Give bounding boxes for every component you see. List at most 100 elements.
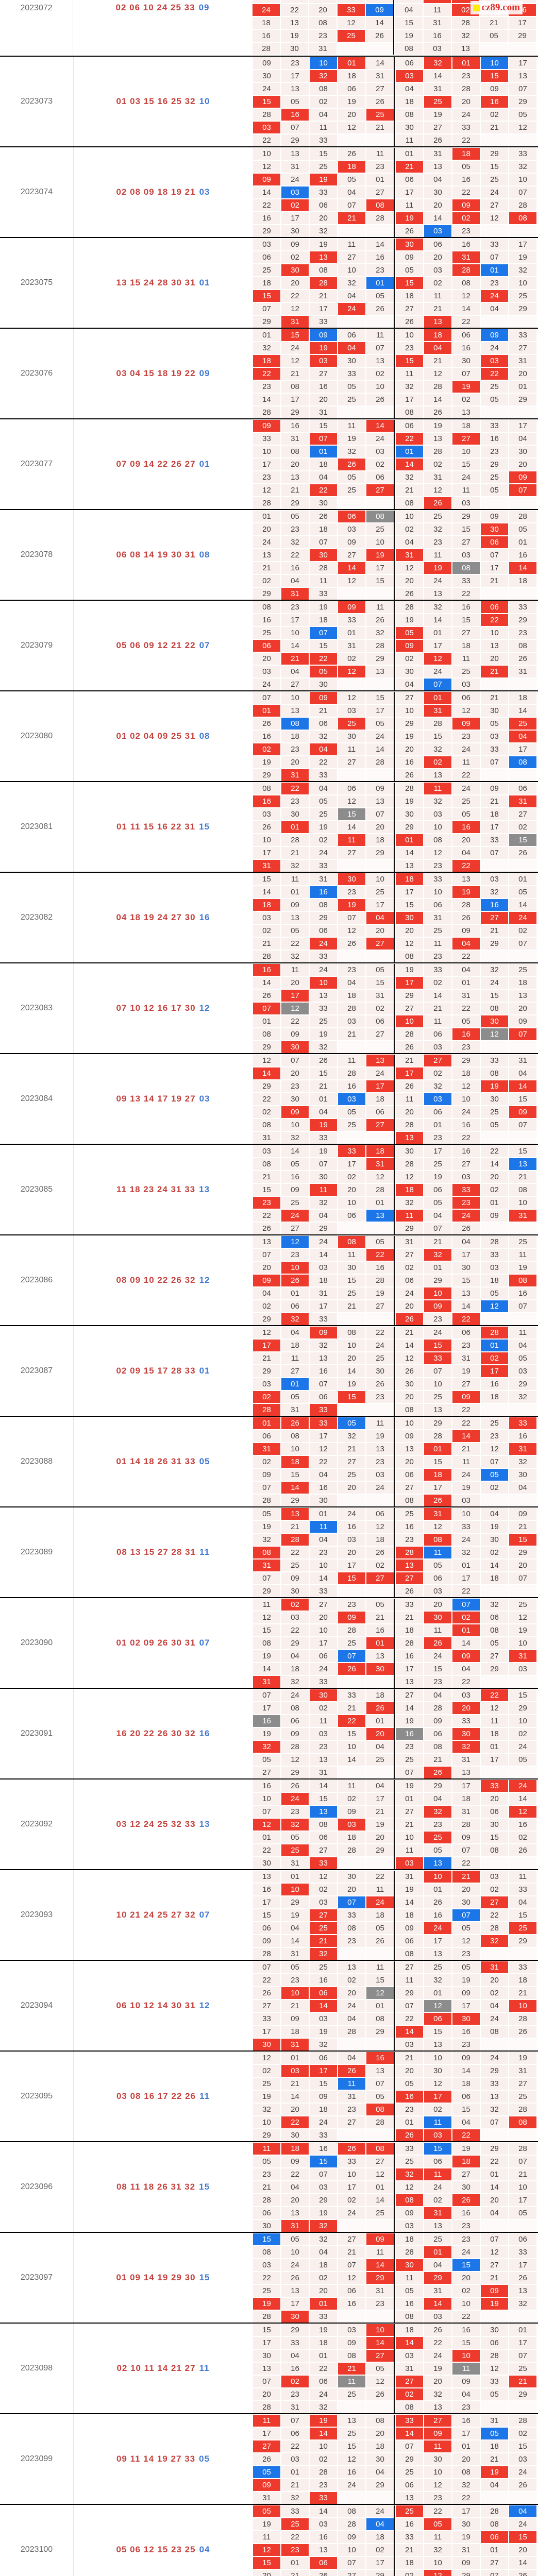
- number-cell: 03: [452, 1171, 480, 1183]
- number-cell: 32: [509, 2297, 536, 2310]
- number-cell: 16: [366, 1624, 394, 1636]
- number-cell: 13: [366, 354, 394, 367]
- number-cell: 10: [338, 1740, 365, 1753]
- number-cell: 02: [452, 393, 480, 405]
- number-cell: 12: [310, 1443, 337, 1455]
- number-cell: 08: [253, 1028, 280, 1040]
- number-cell: 08: [396, 2194, 423, 2206]
- number-cell: 33: [310, 2129, 337, 2141]
- number-cell: 04: [481, 1507, 508, 1520]
- number-cell: 24: [452, 1468, 480, 1481]
- number-cell: 27: [481, 2556, 508, 2569]
- number-cell: 21: [281, 1520, 309, 1533]
- number-cell: 04: [452, 1235, 480, 1248]
- number-cell: 12: [424, 652, 451, 665]
- number-cell: 17: [396, 886, 423, 898]
- number-cell: 28: [396, 601, 423, 613]
- number-cell: 32: [366, 626, 394, 639]
- number-cell: 04: [310, 1533, 337, 1546]
- number-cell: 18: [396, 290, 423, 302]
- number-cell: 32: [338, 277, 365, 289]
- number-cell: 13: [310, 989, 337, 1002]
- number-cell: 21: [509, 1520, 536, 1533]
- number-cell: 02: [481, 1183, 508, 1196]
- number-cell: 27: [366, 937, 394, 950]
- number-cell: 08: [481, 1002, 508, 1014]
- number-cell: 22: [281, 290, 309, 302]
- number-cell: 14: [366, 743, 394, 755]
- number-cell: 33: [481, 2077, 508, 2090]
- number-cell: 16: [366, 251, 394, 263]
- red-balls-text: 02 06 10 24 25 33: [115, 3, 195, 12]
- number-grid-right: 33 15 19 29 28 25 06 18 22 07 32 11 27 01 21 12 24 30 14 10…: [394, 2142, 536, 2232]
- red-balls-text: 07 09 14 22 26 27: [116, 459, 196, 469]
- number-cell: 22: [424, 2336, 451, 2349]
- number-cell: 26: [424, 1766, 451, 1778]
- number-cell: 16: [481, 95, 508, 108]
- number-cell: 12: [396, 1352, 423, 1364]
- number-cell: 07: [452, 1598, 480, 1611]
- number-cell: 09: [281, 2012, 309, 2025]
- number-cell: 31: [424, 2207, 451, 2219]
- number-cell: 01: [310, 1093, 337, 1105]
- number-cell: 13: [366, 795, 394, 807]
- number-cell: 09: [281, 1572, 309, 1584]
- number-cell: 05: [338, 1417, 365, 1429]
- number-cell: 18: [366, 2531, 394, 2543]
- number-cell: 10: [281, 1261, 309, 1274]
- number-cell: 17: [509, 238, 536, 250]
- number-cell: 05: [253, 2155, 280, 2167]
- number-cell: 03: [253, 1145, 280, 1157]
- number-cell: 30: [396, 121, 423, 133]
- number-cell: 01: [309, 0, 337, 3]
- number-cell: 30: [253, 70, 280, 82]
- number-cell: 25: [424, 1391, 451, 1403]
- number-cell: 01: [396, 834, 423, 846]
- number-cell: 28: [253, 1947, 280, 1960]
- number-cell: 32: [452, 2479, 480, 2491]
- number-cell: 21: [424, 354, 451, 367]
- number-grid-right: 06 32 01 10 17 03 14 23 15 13 04 31 28 09 07 18 25 20 16 29…: [394, 57, 536, 146]
- number-cell: 07: [281, 1054, 309, 1066]
- number-cell: 04: [481, 302, 508, 315]
- number-cell: 16: [509, 1287, 536, 1299]
- number-cell: [338, 678, 365, 690]
- number-cell: 10: [452, 2349, 480, 2362]
- number-cell: 05: [396, 2077, 423, 2090]
- number-cell: 33: [509, 1417, 536, 1429]
- number-cell: 30: [253, 2349, 280, 2362]
- number-cell: 33: [396, 2142, 423, 2155]
- number-cell: 20: [424, 199, 451, 211]
- number-cell: 21: [281, 2479, 309, 2491]
- number-cell: 09: [366, 2233, 394, 2245]
- number-cell: 11: [396, 1844, 423, 1856]
- number-cell: 21: [481, 121, 508, 133]
- number-cell: 18: [281, 2025, 309, 2038]
- number-cell: [509, 769, 536, 781]
- blue-ball-text: 11: [199, 2091, 210, 2101]
- number-cell: 11: [509, 1326, 536, 1338]
- number-cell: 18: [509, 574, 536, 587]
- number-cell: 11: [424, 937, 451, 950]
- number-cell: 06: [338, 782, 365, 794]
- number-cell: 06: [396, 2479, 423, 2491]
- number-cell: 33: [509, 1961, 536, 1973]
- number-cell: 21: [396, 1326, 423, 1338]
- number-cell: 08: [509, 2116, 536, 2128]
- number-cell: 15: [509, 2440, 536, 2452]
- number-cell: 09: [396, 1922, 423, 1934]
- number-cell: 16: [281, 562, 309, 574]
- number-cell: 09: [253, 173, 280, 185]
- number-cell: [366, 2038, 394, 2050]
- number-cell: 33: [310, 186, 337, 198]
- number-cell: 24: [310, 963, 337, 976]
- number-cell: 06: [253, 639, 280, 652]
- number-cell: 20: [396, 2064, 423, 2077]
- number-cell: 23: [366, 160, 394, 173]
- number-cell: 05: [253, 2505, 280, 2517]
- number-cell: 30: [281, 2310, 309, 2323]
- number-cell: 24: [481, 2052, 508, 2064]
- number-cell: 15: [310, 2077, 337, 2090]
- number-cell: 26: [509, 2479, 536, 2491]
- number-cell: 33: [452, 121, 480, 133]
